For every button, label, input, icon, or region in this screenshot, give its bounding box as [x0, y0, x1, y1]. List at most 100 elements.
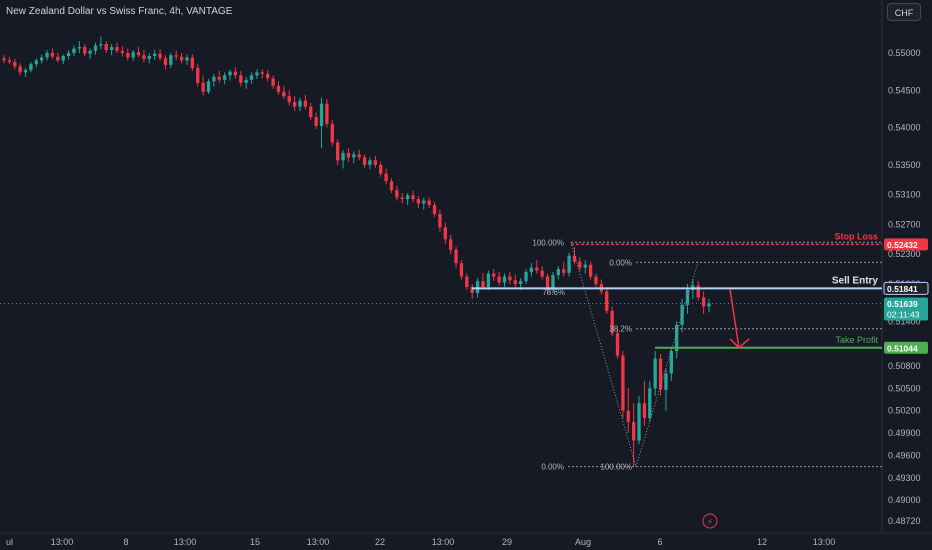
candle-body	[658, 358, 663, 390]
candle-body	[319, 103, 324, 127]
stop-loss-price-tag: 0.52432	[887, 240, 918, 250]
candle-body	[352, 154, 356, 158]
candle-body	[147, 55, 151, 59]
countdown-tag: 02:11:43	[887, 309, 920, 319]
candle-body	[449, 239, 453, 250]
candle-body	[518, 281, 523, 285]
fib-level-label: 78.6%	[542, 288, 565, 297]
price-tick-label: 0.50500	[888, 383, 921, 393]
candle-body	[384, 173, 388, 182]
fib-level-label: 0.00%	[541, 463, 564, 472]
sell-entry-tag-bg	[883, 281, 929, 295]
candle-body	[7, 60, 12, 62]
candle-body	[492, 273, 496, 277]
price-tick-label: 0.51400	[888, 316, 921, 326]
candle-body	[664, 373, 668, 390]
time-tick-label: 15	[250, 537, 260, 547]
candle-body	[335, 142, 340, 161]
candle-body	[13, 61, 17, 67]
time-tick-label: 8	[123, 537, 128, 547]
candle-body	[615, 333, 620, 356]
candle-body	[379, 164, 383, 174]
candle-body	[545, 276, 550, 290]
candle-body	[93, 45, 98, 51]
candle-body	[701, 297, 706, 307]
candle-body	[411, 195, 415, 200]
down-arrow-head	[729, 338, 750, 349]
candle-body	[163, 58, 168, 65]
candle-body	[298, 100, 302, 107]
candle-body	[508, 276, 512, 281]
candle-body	[357, 154, 361, 158]
candle-body	[233, 71, 238, 76]
candle-body	[680, 304, 684, 326]
candle-body	[282, 91, 286, 97]
candle-body	[276, 85, 281, 92]
candle-body	[583, 264, 587, 268]
candle-body	[153, 53, 157, 56]
candle-body	[174, 55, 178, 57]
price-tick-label: 0.49600	[888, 450, 921, 460]
candle-body	[83, 47, 87, 54]
time-tick-label: 13:00	[51, 537, 74, 547]
fib-level-label: 100.00%	[600, 463, 632, 472]
candle-body	[497, 276, 501, 283]
candle-body	[631, 421, 636, 441]
candle-body	[309, 106, 313, 118]
time-tick-label: ul	[6, 537, 13, 547]
candle-body	[373, 160, 378, 165]
candle-body	[61, 55, 65, 61]
candle-body	[88, 50, 92, 54]
candle-body	[292, 102, 297, 107]
candle-body	[212, 76, 216, 82]
candle-body	[529, 267, 534, 273]
candle-body	[341, 152, 345, 161]
candle-body	[196, 67, 200, 83]
candle-body	[707, 303, 711, 307]
candle-body	[109, 47, 114, 51]
time-tick-label: 6	[657, 537, 662, 547]
candle-body	[325, 103, 329, 124]
price-tick-label: 0.54000	[888, 123, 921, 133]
candle-body	[454, 249, 458, 264]
price-tick-label: 0.52300	[888, 249, 921, 259]
fib-level-label: 38.2%	[609, 325, 632, 334]
candle-body	[685, 289, 690, 305]
candle-body	[588, 264, 593, 277]
candle-body	[66, 53, 71, 56]
candle-body	[206, 81, 211, 92]
candle-body	[502, 276, 507, 283]
candle-body	[368, 160, 372, 165]
candle-body	[18, 66, 22, 73]
candle-body	[314, 117, 318, 127]
price-tick-label: 0.49300	[888, 473, 921, 483]
price-tick-label: 0.48720	[888, 516, 921, 526]
price-tick-label: 0.49900	[888, 428, 921, 438]
price-axis[interactable]: 0.55000 0.54500 0.54000 0.53500 0.53100 0.527…	[888, 48, 921, 526]
chart-title: New Zealand Dollar vs Swiss Franc, 4h, V…	[6, 6, 233, 17]
candle-body	[136, 52, 141, 56]
candle-body	[346, 152, 351, 158]
candle-body	[201, 82, 205, 92]
candle-body	[696, 285, 700, 298]
current-price-tag: 0.51639	[887, 299, 918, 309]
drawing-overlays: 100.00% 0.00% 78.6% 38.2% 0.00% 100.00% Stop L…	[0, 231, 882, 529]
candle-body	[567, 255, 571, 273]
candle-body	[400, 197, 404, 200]
currency-button[interactable]: CHF	[887, 3, 921, 21]
sell-entry-price-tag: 0.51841	[887, 284, 918, 294]
candle-body	[271, 78, 275, 86]
candle-body	[222, 75, 227, 80]
take-profit-annotation: Take Profit	[835, 335, 878, 345]
candle-body	[669, 351, 673, 374]
time-tick-label: 13:00	[174, 537, 197, 547]
down-arrow-shaft	[729, 289, 740, 348]
candle-body	[642, 403, 647, 419]
candle-body	[422, 200, 426, 204]
time-axis[interactable]: ul 13:00 8 13:00 15 13:00 22 13:00 29 Aug 6 12 13:00	[6, 537, 835, 547]
time-tick-label: Aug	[575, 537, 591, 547]
lightning-icon	[702, 513, 718, 529]
candle-body	[50, 53, 55, 57]
candle-body	[605, 291, 609, 311]
